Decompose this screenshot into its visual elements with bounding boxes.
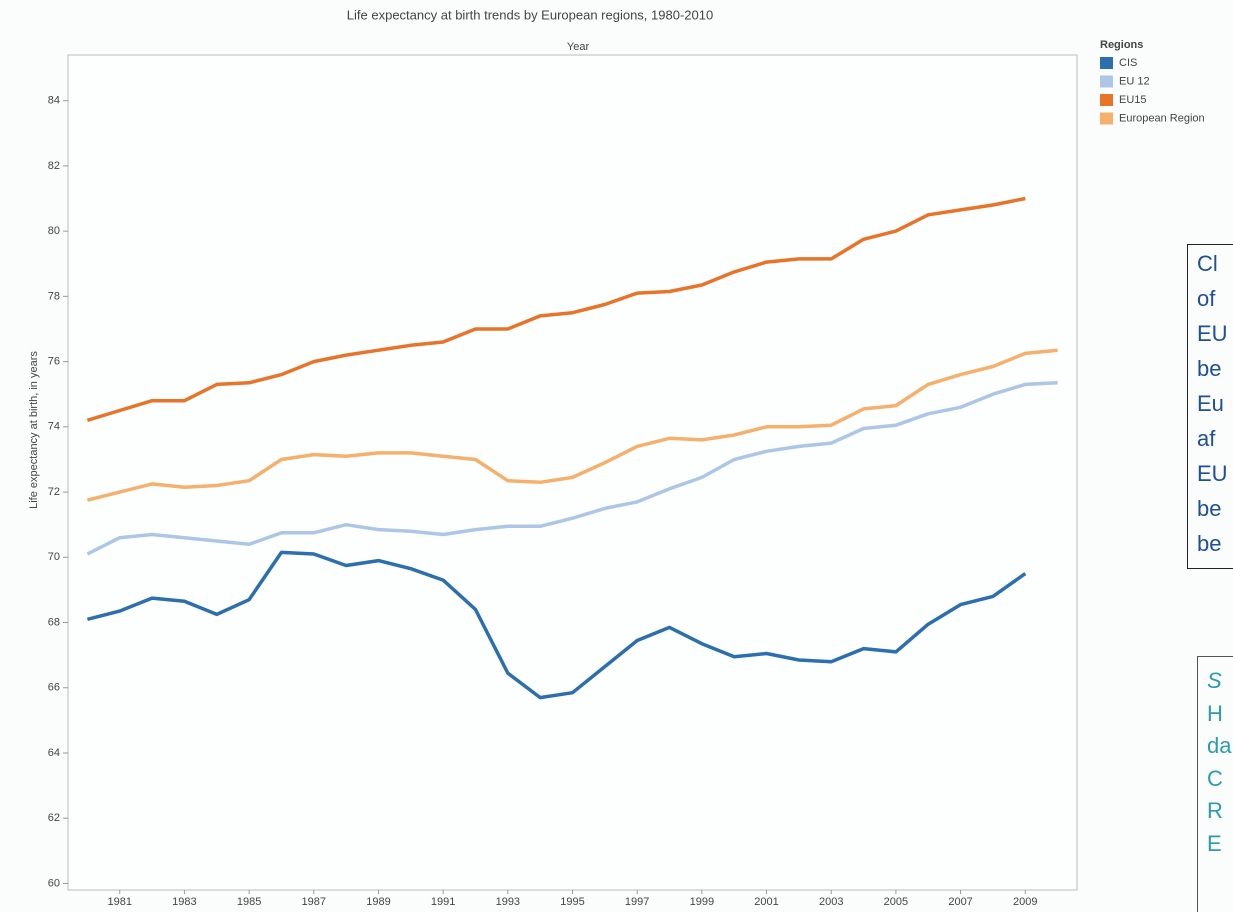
legend-label: European Region [1119,112,1205,124]
x-tick-label: 1997 [625,896,649,908]
y-tick-label: 64 [48,747,60,759]
legend-swatch [1100,94,1113,106]
annotation-line: be [1197,531,1222,556]
chart-title: Life expectancy at birth trends by Europ… [347,7,713,22]
series-line [86,381,1058,556]
y-tick-label: 78 [48,290,60,302]
legend-swatch [1100,75,1113,88]
y-tick-label: 84 [48,95,60,107]
annotation-line: be [1197,496,1222,521]
x-tick-label: 2007 [948,896,972,908]
annotation-line: H [1207,700,1223,726]
x-tick-label: 2001 [754,896,778,908]
y-tick-label: 68 [48,616,60,628]
y-tick-label: 72 [48,486,60,498]
annotation-line: S [1207,668,1222,693]
y-tick-label: 60 [48,877,60,889]
series-line [86,196,1026,422]
y-tick-label: 80 [48,225,60,237]
x-tick-label: 1983 [172,896,196,908]
annotation-line: C [1207,765,1223,791]
annotation-line: R [1207,798,1223,823]
x-tick-label: 2009 [1013,896,1037,908]
legend-swatch [1100,112,1113,125]
legend-label: CIS [1119,57,1137,69]
x-tick-label: 1999 [690,896,714,908]
annotation-line: EU [1197,321,1228,346]
x-tick-label: 1989 [366,896,390,908]
y-tick-label: 76 [48,356,60,368]
x-tick-label: 1995 [560,896,584,908]
annotation-line: da [1207,733,1232,758]
annotation-line: Cl [1197,251,1218,276]
x-tick-label: 1991 [431,896,455,908]
x-tick-label: 1987 [302,896,326,908]
legend-label: EU15 [1119,94,1147,106]
x-axis-label: Year [567,41,590,53]
annotation-box: Cl of EU be Eu af EU be be [1187,244,1233,569]
y-tick-label: 74 [48,421,60,433]
legend-swatch [1100,57,1113,69]
annotation-line: Eu [1197,391,1224,416]
annotation-line: E [1207,830,1222,856]
y-tick-label: 62 [48,812,60,824]
y-tick-label: 82 [48,160,60,172]
annotation-line: EU [1197,461,1228,486]
annotation-line: af [1197,426,1216,451]
series-line [86,348,1058,502]
y-axis-label: Life expectancy at birth, in years [28,351,40,509]
legend-title: Regions [1100,39,1143,51]
annotation-line: of [1197,286,1216,311]
plot-area [67,54,1078,891]
x-tick-label: 1981 [108,896,132,908]
x-tick-label: 2003 [819,896,843,908]
annotation-line: be [1197,356,1222,381]
x-tick-label: 2005 [884,896,908,908]
legend-label: EU 12 [1119,75,1150,87]
x-tick-label: 1993 [496,896,520,908]
y-tick-label: 66 [48,682,60,694]
x-tick-label: 1985 [237,896,261,908]
y-tick-label: 70 [48,551,60,563]
series-line [86,550,1027,700]
